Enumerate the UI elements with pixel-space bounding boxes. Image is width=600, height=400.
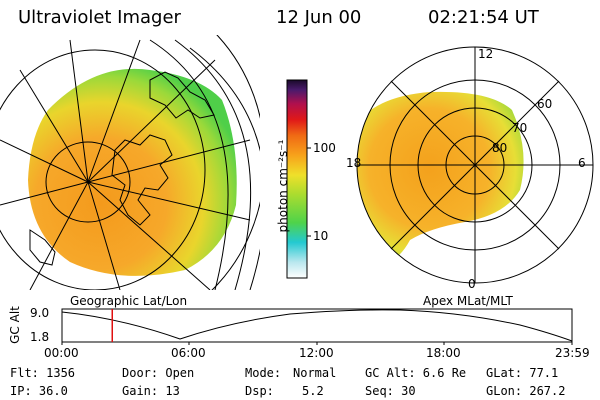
date-label: 12 Jun 00	[276, 7, 362, 28]
altitude-curve	[61, 309, 573, 342]
altitude-ymax: 9.0	[30, 306, 50, 320]
geographic-panel	[0, 35, 260, 290]
mlat-label-60: 60	[537, 97, 553, 111]
status-gc-alt: GC Alt: 6.6 Re	[365, 366, 467, 380]
altitude-ylabel: GC Alt	[7, 306, 22, 344]
status-door: Door: Open	[122, 366, 195, 380]
colorbar-unit-label: photon cm⁻²s⁻¹	[276, 139, 290, 233]
colorbar-tick-100: 100	[313, 141, 336, 155]
colorbar	[286, 79, 308, 279]
status-ip: IP: 36.0	[10, 384, 68, 398]
status-seq: Seq: 30	[365, 384, 416, 398]
status-gain: Gain: 13	[122, 384, 180, 398]
altitude-plot	[61, 308, 573, 345]
mlat-label-70: 70	[512, 121, 528, 135]
instrument-title: Ultraviolet Imager	[18, 7, 181, 28]
altitude-xtick: 00:00	[44, 346, 79, 360]
auroral-image-magnetic	[357, 91, 524, 262]
altitude-xtick: 23:59	[555, 346, 590, 360]
status-dsp-label: Dsp:	[245, 384, 274, 398]
mlt-label-18: 18	[346, 156, 362, 170]
status-glon: GLon: 267.2	[486, 384, 566, 398]
mlt-label-0: 0	[468, 277, 476, 291]
limb-arcs	[149, 39, 260, 290]
mlt-label-12: 12	[478, 47, 494, 61]
mlt-label-6: 6	[578, 156, 586, 170]
mlat-label-80: 80	[492, 141, 508, 155]
magnetic-caption: Apex MLat/MLT	[423, 294, 513, 308]
landmass-outline	[29, 71, 215, 266]
lat-grid	[0, 35, 260, 290]
altitude-xtick: 12:00	[299, 346, 334, 360]
time-label: 02:21:54 UT	[428, 7, 539, 28]
altitude-ymin: 1.8	[30, 330, 50, 344]
geographic-caption: Geographic Lat/Lon	[70, 294, 188, 308]
x-ticks	[61, 342, 573, 345]
magnetic-panel	[356, 46, 594, 284]
colorbar-tick-10: 10	[313, 229, 329, 243]
status-glat: GLat: 77.1	[486, 366, 559, 380]
status-mode-label: Mode:	[245, 366, 282, 380]
mlt-spokes	[357, 47, 593, 283]
status-flight: Flt: 1356	[10, 366, 76, 380]
altitude-plot-frame	[61, 308, 573, 343]
status-dsp-value: 5.2	[302, 384, 324, 398]
altitude-xtick: 06:00	[171, 346, 206, 360]
altitude-xtick: 18:00	[426, 346, 461, 360]
status-mode-value: Normal	[293, 366, 337, 380]
